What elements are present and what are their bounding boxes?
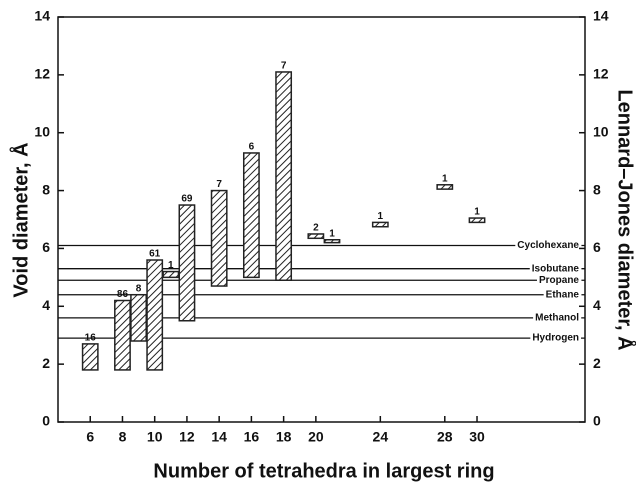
y-axis-title: Void diameter, Å: [8, 142, 32, 297]
x-tick-label: 14: [211, 429, 227, 445]
count-label: 1: [168, 260, 174, 271]
x-tick-label: 18: [276, 429, 292, 445]
y2-tick-label: 14: [593, 8, 609, 24]
y2-tick-label: 12: [593, 66, 609, 82]
y2-tick-label: 8: [593, 181, 601, 197]
reference-label-bg: [536, 274, 582, 286]
x-axis-title: Number of tetrahedra in largest ring: [153, 460, 494, 482]
bar: [371, 221, 389, 228]
y2-tick-label: 0: [593, 413, 601, 429]
reference-label: Cyclohexane: [517, 240, 579, 251]
bar: [81, 343, 99, 371]
x-tick-label: 8: [119, 429, 127, 445]
count-label: 7: [216, 179, 222, 190]
y2-tick-label: 2: [593, 355, 601, 371]
count-label: 86: [117, 289, 129, 300]
bar: [307, 233, 325, 240]
reference-label-bg: [529, 263, 582, 275]
x-tick-label: 20: [308, 429, 324, 445]
y-tick-label: 14: [34, 8, 50, 24]
y-tick-label: 12: [34, 66, 50, 82]
y-tick-label: 10: [34, 123, 50, 139]
bar: [210, 189, 228, 287]
count-label: 8: [136, 283, 142, 294]
bar: [323, 239, 341, 244]
reference-label-bg: [515, 240, 582, 252]
count-label: 7: [281, 61, 287, 72]
bar: [114, 299, 131, 371]
count-label: 6: [249, 142, 255, 153]
x-tick-label: 30: [469, 429, 485, 445]
x-tick-label: 16: [244, 429, 260, 445]
count-label: 16: [85, 333, 97, 344]
bar: [275, 71, 293, 282]
count-label: 61: [149, 249, 161, 260]
count-label: 2: [313, 223, 319, 234]
bar: [146, 259, 164, 371]
reference-label-bg: [543, 289, 582, 301]
reference-label: Methanol: [535, 312, 579, 323]
bar: [130, 293, 147, 342]
x-tick-label: 24: [373, 429, 389, 445]
x-tick-label: 6: [86, 429, 94, 445]
count-label: 1: [378, 211, 384, 222]
y-tick-label: 0: [42, 413, 50, 429]
count-label: 1: [474, 207, 480, 218]
reference-label: Propane: [539, 275, 579, 286]
reference-label: Isobutane: [532, 263, 580, 274]
y2-axis-title: Lennard–Jones diameter, Å: [614, 89, 636, 350]
plot-frame: [57, 16, 586, 423]
count-label: 1: [329, 228, 335, 239]
y2-tick-label: 6: [593, 239, 601, 255]
reference-label-bg: [533, 312, 582, 324]
reference-label-bg: [530, 332, 581, 344]
count-label: 69: [181, 194, 193, 205]
y-tick-label: 2: [42, 355, 50, 371]
y2-tick-label: 10: [593, 123, 609, 139]
reference-label: Hydrogen: [532, 333, 579, 344]
bar: [468, 217, 486, 224]
y2-tick-label: 4: [593, 297, 601, 313]
bar: [242, 152, 260, 279]
x-tick-label: 28: [437, 429, 453, 445]
x-tick-label: 12: [179, 429, 195, 445]
reference-label: Ethane: [546, 289, 580, 300]
bar: [178, 204, 196, 322]
y-tick-label: 8: [42, 181, 50, 197]
x-tick-label: 10: [147, 429, 163, 445]
y-tick-label: 6: [42, 239, 50, 255]
y-tick-label: 4: [42, 297, 50, 313]
count-label: 1: [442, 173, 448, 184]
bar: [162, 270, 180, 279]
bar: [436, 184, 454, 190]
